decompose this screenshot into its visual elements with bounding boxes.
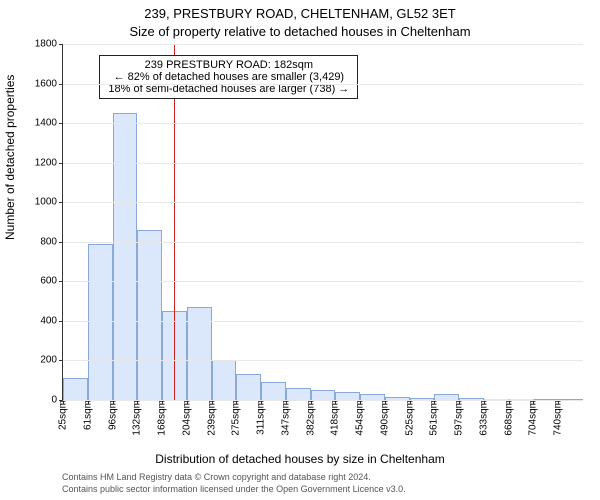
grid-line (63, 321, 583, 322)
page-subtitle: Size of property relative to detached ho… (0, 24, 600, 39)
grid-line (63, 202, 583, 203)
x-tick-label: 204sqm (181, 400, 192, 436)
y-tick-label: 1000 (35, 197, 63, 208)
grid-line (63, 123, 583, 124)
y-tick-label: 0 (51, 395, 63, 406)
x-tick-label: 490sqm (379, 400, 390, 436)
x-tick-label: 275sqm (231, 400, 242, 436)
x-tick-label: 132sqm (132, 400, 143, 436)
x-tick-label: 382sqm (305, 400, 316, 436)
annotation-line-1: 239 PRESTBURY ROAD: 182sqm (108, 59, 349, 71)
x-axis-label: Distribution of detached houses by size … (0, 452, 600, 466)
x-tick-label: 597sqm (454, 400, 465, 436)
x-tick-label: 740sqm (553, 400, 564, 436)
y-tick-label: 800 (40, 236, 63, 247)
x-tick-label: 633sqm (478, 400, 489, 436)
page-title: 239, PRESTBURY ROAD, CHELTENHAM, GL52 3E… (0, 6, 600, 21)
histogram-bar (113, 113, 138, 400)
histogram-bar (63, 378, 88, 400)
histogram-bar (236, 374, 261, 400)
histogram-bar (261, 382, 286, 400)
x-tick-label: 168sqm (157, 400, 168, 436)
grid-line (63, 242, 583, 243)
y-tick-label: 200 (40, 355, 63, 366)
x-ticks: 25sqm61sqm96sqm132sqm168sqm204sqm239sqm2… (63, 400, 583, 452)
x-tick-label: 525sqm (404, 400, 415, 436)
y-tick-label: 600 (40, 276, 63, 287)
x-tick-label: 96sqm (107, 400, 118, 430)
x-tick-label: 311sqm (256, 400, 267, 435)
histogram-bar (335, 392, 360, 400)
grid-line (63, 281, 583, 282)
y-tick-label: 1200 (35, 157, 63, 168)
y-tick-label: 1800 (35, 39, 63, 50)
y-tick-label: 1400 (35, 118, 63, 129)
y-axis-label: Number of detached properties (3, 75, 17, 240)
grid-line (63, 163, 583, 164)
footer-line-2: Contains public sector information licen… (62, 484, 406, 494)
x-tick-label: 418sqm (330, 400, 341, 436)
histogram-bar (286, 388, 311, 400)
x-tick-label: 347sqm (280, 400, 291, 436)
x-tick-label: 61sqm (82, 400, 93, 430)
histogram-bar (311, 390, 336, 400)
histogram-bar (137, 230, 162, 400)
y-tick-label: 400 (40, 315, 63, 326)
footer-line-1: Contains HM Land Registry data © Crown c… (62, 472, 371, 482)
grid-line (63, 44, 583, 45)
grid-line (63, 400, 583, 401)
annotation-box: 239 PRESTBURY ROAD: 182sqm ← 82% of deta… (99, 55, 358, 99)
x-tick-label: 454sqm (355, 400, 366, 436)
histogram-bar (212, 360, 237, 400)
x-tick-label: 561sqm (429, 400, 440, 436)
x-tick-label: 239sqm (206, 400, 217, 436)
grid-line (63, 84, 583, 85)
y-tick-label: 1600 (35, 78, 63, 89)
histogram-bar (88, 244, 113, 400)
histogram-plot: 239 PRESTBURY ROAD: 182sqm ← 82% of deta… (62, 44, 583, 401)
x-tick-label: 668sqm (503, 400, 514, 436)
x-tick-label: 704sqm (528, 400, 539, 436)
grid-line (63, 360, 583, 361)
annotation-line-2: ← 82% of detached houses are smaller (3,… (108, 71, 349, 83)
